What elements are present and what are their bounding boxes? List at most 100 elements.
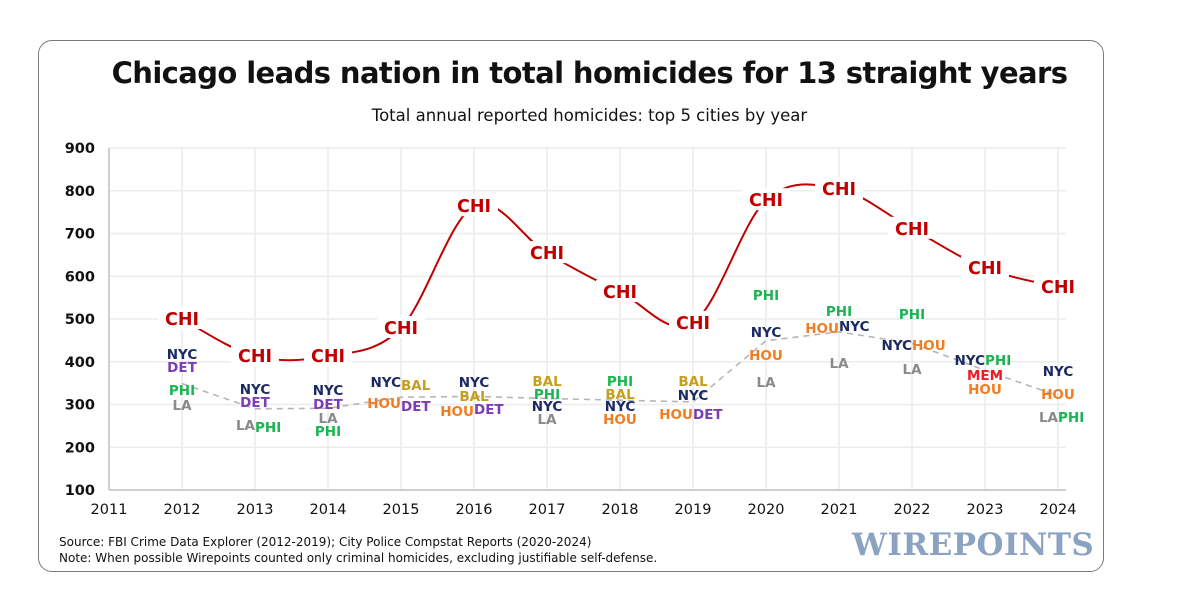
chicago-label-2018: CHI — [603, 283, 637, 303]
city-label-PHI-2014: PHI — [315, 424, 341, 440]
city-label-PHI-2020: PHI — [753, 288, 779, 304]
city-label-LA-2020: LA — [756, 375, 776, 391]
chicago-label-halo — [961, 256, 1009, 279]
x-tick-label-2017: 2017 — [529, 502, 566, 518]
city-label-LA-2021: LA — [829, 356, 849, 372]
chicago-label-2021: CHI — [822, 180, 856, 200]
chicago-label-halo — [450, 194, 498, 217]
chicago-label-halo — [1034, 274, 1082, 297]
city-label-NYC-2020: NYC — [751, 325, 782, 341]
x-tick-label-2019: 2019 — [675, 502, 712, 518]
city-label-BAL-2018: BAL — [605, 387, 635, 403]
chicago-label-2013: CHI — [238, 347, 272, 367]
city-labels: CHI CHI CHI CHI CHI CHI CHI CHI CHI CHI CHI CHI CHI N… — [165, 180, 1084, 440]
trend-line — [181, 330, 1059, 410]
x-tick-label-2022: 2022 — [894, 502, 931, 518]
chicago-label-halo — [377, 315, 425, 338]
chicago-label-2017: CHI — [530, 244, 564, 264]
city-label-NYC-2019: NYC — [678, 388, 709, 404]
city-label-DET-2016: DET — [474, 402, 504, 418]
city-label-HOU-2019: HOU — [659, 407, 693, 423]
chicago-line — [158, 177, 1082, 367]
city-label-HOU-2016: HOU — [440, 404, 474, 420]
city-label-NYC-2017: NYC — [532, 399, 563, 415]
city-label-NYC-2018: NYC — [605, 399, 636, 415]
chicago-label-halo — [158, 307, 206, 329]
chicago-label-2012: CHI — [165, 310, 199, 330]
x-tick-label-2015: 2015 — [383, 502, 420, 518]
city-label-BAL-2016: BAL — [459, 389, 489, 405]
chicago-label-2016: CHI — [457, 197, 491, 217]
x-tick-label-2016: 2016 — [456, 502, 493, 518]
city-label-PHI-2022: PHI — [899, 307, 925, 323]
y-tick-label-800: 800 — [65, 184, 95, 200]
source-note: Source: FBI Crime Data Explorer (2012-20… — [59, 535, 592, 549]
city-label-NYC-2021: NYC — [839, 319, 870, 335]
city-label-NYC-2023: NYC — [954, 353, 985, 369]
city-label-PHI-2017: PHI — [534, 387, 560, 403]
city-label-HOU-2024: HOU — [1041, 387, 1075, 403]
city-label-NYC-2013: NYC — [240, 382, 271, 398]
city-label-LA-2014: LA — [318, 411, 338, 427]
city-label-DET-2013: DET — [240, 395, 270, 411]
chicago-label-halo — [596, 280, 644, 303]
city-label-NYC-2014: NYC — [313, 383, 344, 399]
chicago-label-halo — [231, 344, 279, 367]
x-tick-label-2011: 2011 — [91, 502, 128, 518]
city-label-NYC-2024: NYC — [1043, 364, 1074, 380]
trend-line-path — [181, 330, 1059, 410]
chicago-label-halo — [815, 177, 863, 200]
x-tick-label-2018: 2018 — [602, 502, 639, 518]
city-label-DET-2019: DET — [693, 407, 723, 423]
x-tick-label-2023: 2023 — [967, 502, 1004, 518]
y-tick-label-300: 300 — [65, 398, 95, 414]
city-label-PHI-2023: PHI — [985, 353, 1011, 369]
city-label-HOU-2021: HOU — [805, 321, 839, 337]
chicago-label-2019: CHI — [676, 314, 710, 334]
city-label-BAL-2015: BAL — [401, 378, 431, 394]
x-tick-label-2024: 2024 — [1040, 502, 1077, 518]
y-tick-label-900: 900 — [65, 141, 95, 157]
city-label-MEM-2023: MEM — [967, 368, 1003, 384]
city-label-LA-2017: LA — [537, 412, 557, 428]
city-label-LA-2012: LA — [172, 398, 192, 414]
city-label-NYC-2016: NYC — [459, 375, 490, 391]
chicago-label-halo — [304, 344, 352, 367]
chart-subtitle: Total annual reported homicides: top 5 c… — [371, 106, 808, 125]
city-label-PHI-2012: PHI — [169, 383, 195, 399]
city-label-BAL-2017: BAL — [532, 374, 562, 390]
chicago-label-2020: CHI — [749, 191, 783, 211]
chicago-label-2014: CHI — [311, 347, 345, 367]
city-label-LA-2022: LA — [902, 362, 922, 378]
chicago-label-halo — [669, 310, 717, 333]
y-tick-label-100: 100 — [65, 483, 95, 499]
y-tick-label-700: 700 — [65, 227, 95, 243]
city-label-DET-2015: DET — [401, 399, 431, 415]
city-label-PHI-2021: PHI — [826, 304, 852, 320]
y-tick-label-500: 500 — [65, 312, 95, 328]
x-tick-label-2014: 2014 — [310, 502, 347, 518]
city-label-DET-2014: DET — [313, 397, 343, 413]
chart-title: Chicago leads nation in total homicides … — [111, 56, 1068, 90]
city-label-HOU-2022: HOU — [912, 338, 946, 354]
city-label-PHI-2024: PHI — [1058, 410, 1084, 426]
chicago-label-halo — [888, 216, 936, 239]
chicago-label-2024: CHI — [1041, 278, 1075, 298]
city-label-HOU-2020: HOU — [749, 348, 783, 364]
wirepoints-logo: WIREPOINTS — [852, 527, 1095, 563]
y-tick-label-400: 400 — [65, 355, 95, 371]
chicago-label-halo — [742, 188, 790, 211]
chicago-label-2015: CHI — [384, 319, 418, 339]
city-label-PHI-2013: PHI — [255, 420, 281, 436]
city-label-BAL-2019: BAL — [678, 374, 708, 390]
city-label-HOU-2018: HOU — [603, 412, 637, 428]
city-label-LA-2024: LA — [1039, 410, 1059, 426]
chicago-label-halo — [523, 241, 571, 264]
y-tick-label-200: 200 — [65, 440, 95, 456]
methodology-note: Note: When possible Wirepoints counted o… — [59, 551, 658, 565]
x-tick-label-2021: 2021 — [821, 502, 858, 518]
city-label-DET-2012: DET — [167, 360, 197, 376]
city-label-NYC-2022: NYC — [881, 338, 912, 354]
city-label-NYC-2012: NYC — [167, 347, 198, 363]
